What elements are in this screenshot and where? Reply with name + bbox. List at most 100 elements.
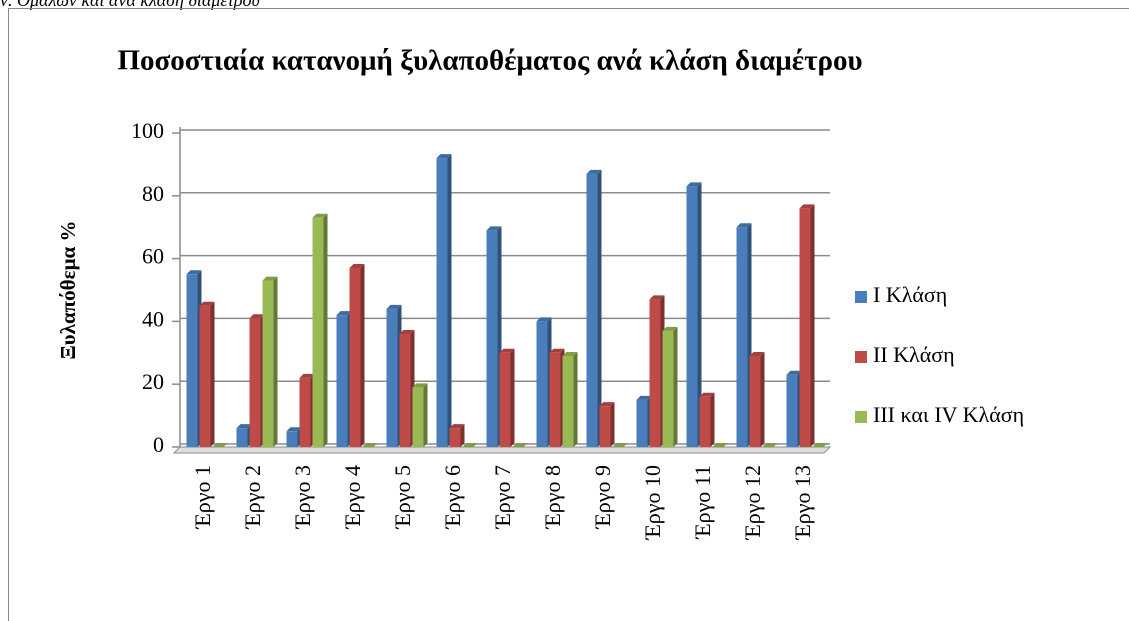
bar — [262, 280, 274, 447]
bar — [236, 428, 248, 447]
chart-title: Ποσοστιαία κατανομή ξυλαποθέματος ανά κλ… — [117, 45, 862, 77]
bar-top — [786, 370, 802, 375]
bar-top — [512, 443, 528, 447]
x-tick-label: Έργο 9 — [590, 465, 615, 529]
bar-top — [649, 295, 665, 300]
bar-side — [610, 402, 615, 447]
bar-top — [286, 427, 302, 432]
bar-top — [586, 169, 602, 174]
bar-top — [262, 276, 278, 281]
floor — [172, 446, 832, 454]
bar — [662, 330, 674, 447]
bar — [399, 333, 411, 447]
bar-top — [236, 424, 252, 429]
bar — [786, 374, 798, 447]
bar-top — [349, 264, 365, 269]
x-tick-label: Έργο 7 — [490, 465, 515, 529]
bar-top — [486, 226, 502, 231]
x-tick-label: Έργο 10 — [640, 465, 665, 540]
bar-top — [249, 314, 265, 319]
bar-top — [362, 443, 378, 447]
bar-side — [597, 169, 602, 447]
bar-side — [273, 276, 278, 447]
x-tick-label: Έργο 8 — [540, 465, 565, 529]
bar — [299, 377, 311, 447]
bar-top — [499, 348, 515, 353]
bar-top — [562, 351, 578, 356]
bar-side — [810, 204, 815, 447]
bar-top — [449, 424, 465, 429]
bar — [549, 352, 561, 447]
bar — [249, 318, 261, 447]
legend-label: Ι Κλάση — [873, 282, 947, 307]
bar-side — [323, 213, 328, 447]
legend-swatch — [855, 351, 867, 363]
bar — [486, 230, 498, 447]
bar-top — [812, 443, 828, 447]
x-tick-label: Έργο 13 — [790, 465, 815, 540]
bar — [799, 208, 811, 447]
bar — [412, 387, 424, 447]
bar — [686, 186, 698, 447]
bar — [536, 321, 548, 447]
bar-side — [210, 301, 215, 447]
legend-label: ΙΙΙ και ΙV Κλάση — [873, 402, 1024, 427]
bar — [562, 355, 574, 447]
bar-side — [360, 264, 365, 447]
legend-swatch — [855, 411, 867, 423]
bar-top — [599, 402, 615, 407]
bar-top — [436, 154, 452, 159]
y-tick-label: 0 — [153, 432, 164, 457]
bar-side — [573, 351, 578, 447]
bar — [736, 227, 748, 447]
x-tick-label: Έργο 11 — [690, 465, 715, 540]
bar — [386, 308, 398, 447]
bar-top — [686, 182, 702, 187]
bar-top — [762, 443, 778, 447]
bar-side — [697, 182, 702, 447]
bar-side — [447, 154, 452, 447]
x-tick-label: Έργο 3 — [290, 465, 315, 529]
bar — [436, 158, 448, 447]
bar-side — [760, 351, 765, 447]
bar — [312, 217, 324, 447]
x-tick-label: Έργο 2 — [240, 465, 265, 529]
caption: ν. Ομαλών και ανά κλάση διαμέτρου — [0, 0, 260, 10]
bar — [186, 274, 198, 447]
bar-side — [423, 383, 428, 447]
bar — [636, 399, 648, 447]
legend-label: ΙΙ Κλάση — [873, 342, 955, 367]
bar-top — [699, 392, 715, 397]
bar-top — [549, 348, 565, 353]
bar — [336, 315, 348, 447]
y-tick-label: 60 — [142, 244, 164, 269]
bar-top — [636, 395, 652, 400]
x-tick-label: Έργο 6 — [440, 465, 465, 529]
bar-top — [312, 213, 328, 218]
bar-side — [710, 392, 715, 447]
bar — [699, 396, 711, 447]
bar-top — [412, 383, 428, 388]
bar-top — [336, 311, 352, 316]
bar-top — [462, 443, 478, 447]
bar-top — [386, 304, 402, 309]
chart-border — [8, 8, 1129, 621]
bar — [286, 431, 298, 447]
bar-top — [662, 326, 678, 331]
bar — [199, 305, 211, 447]
bar-top — [749, 351, 765, 356]
bar-side — [673, 326, 678, 447]
bar-side — [510, 348, 515, 447]
bar-top — [186, 270, 202, 275]
bar-top — [212, 443, 228, 447]
bar-top — [199, 301, 215, 306]
x-tick-label: Έργο 1 — [190, 465, 215, 529]
y-tick-label: 20 — [142, 369, 164, 394]
bar-top — [712, 443, 728, 447]
bar-top — [799, 204, 815, 209]
y-tick-label: 40 — [142, 306, 164, 331]
bar-top — [299, 373, 315, 378]
y-tick-label: 100 — [131, 118, 164, 143]
